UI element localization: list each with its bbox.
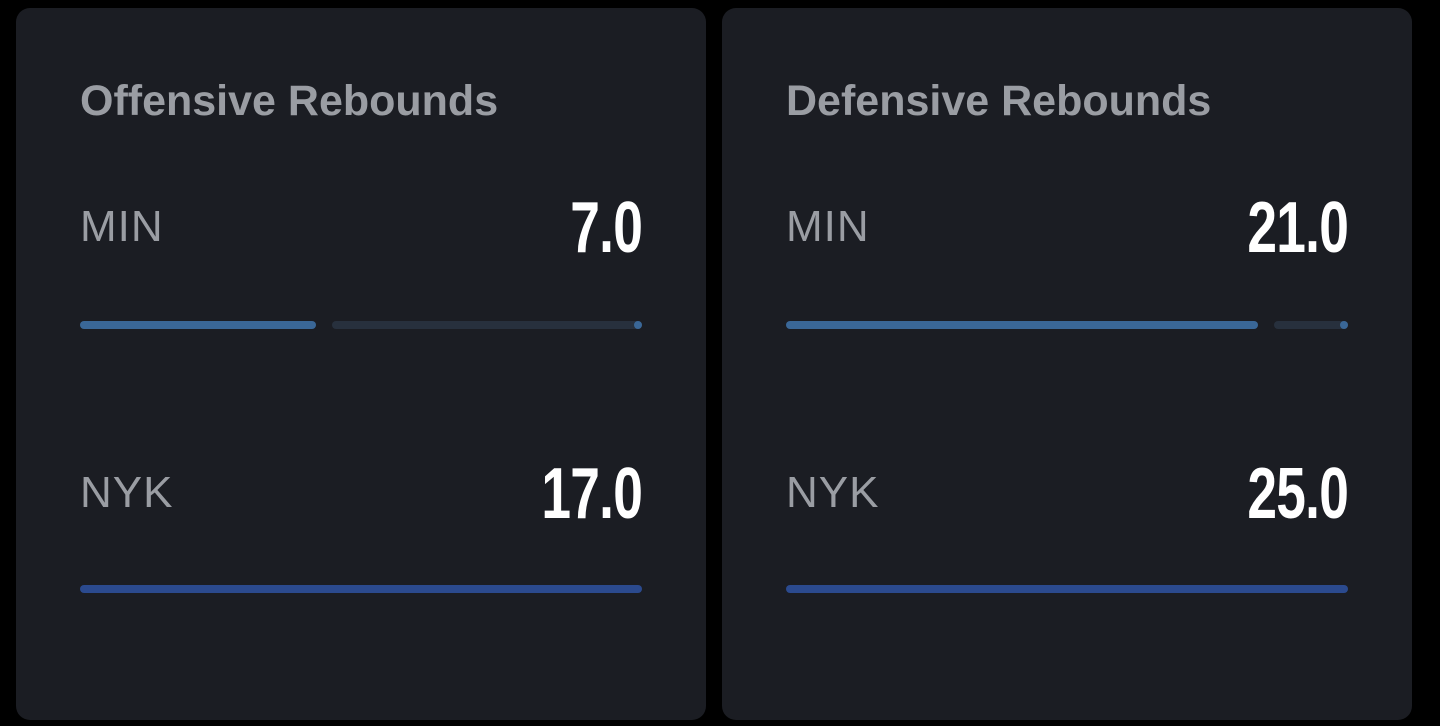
offensive-rebounds-card: Offensive Rebounds MIN 7.0 NYK 17.0 [16,8,706,720]
bar-fill [786,585,1348,593]
defensive-rebounds-card: Defensive Rebounds MIN 21.0 NYK 25.0 [722,8,1412,720]
team-row-min: MIN 7.0 [80,188,643,268]
team-row-nyk: NYK 25.0 [786,454,1349,534]
team-label: MIN [786,202,870,251]
team-label: NYK [786,468,880,517]
team-value: 21.0 [1247,188,1348,268]
comparison-bar-min [80,321,642,329]
comparison-bar-nyk [80,585,642,593]
team-row-min: MIN 21.0 [786,188,1349,268]
card-title: Defensive Rebounds [786,77,1212,125]
bar-remainder [332,321,642,329]
bar-end-marker [1340,321,1348,329]
comparison-bar-nyk [786,585,1348,593]
bar-end-marker [634,321,642,329]
team-label: NYK [80,468,174,517]
bar-remainder [1274,321,1348,329]
team-value: 7.0 [570,188,643,268]
card-title: Offensive Rebounds [80,77,499,125]
team-row-nyk: NYK 17.0 [80,454,643,534]
team-value: 17.0 [541,454,642,534]
team-label: MIN [80,202,164,251]
team-value: 25.0 [1247,454,1348,534]
bar-fill [80,585,642,593]
bar-fill [80,321,316,329]
comparison-bar-min [786,321,1348,329]
bar-fill [786,321,1258,329]
